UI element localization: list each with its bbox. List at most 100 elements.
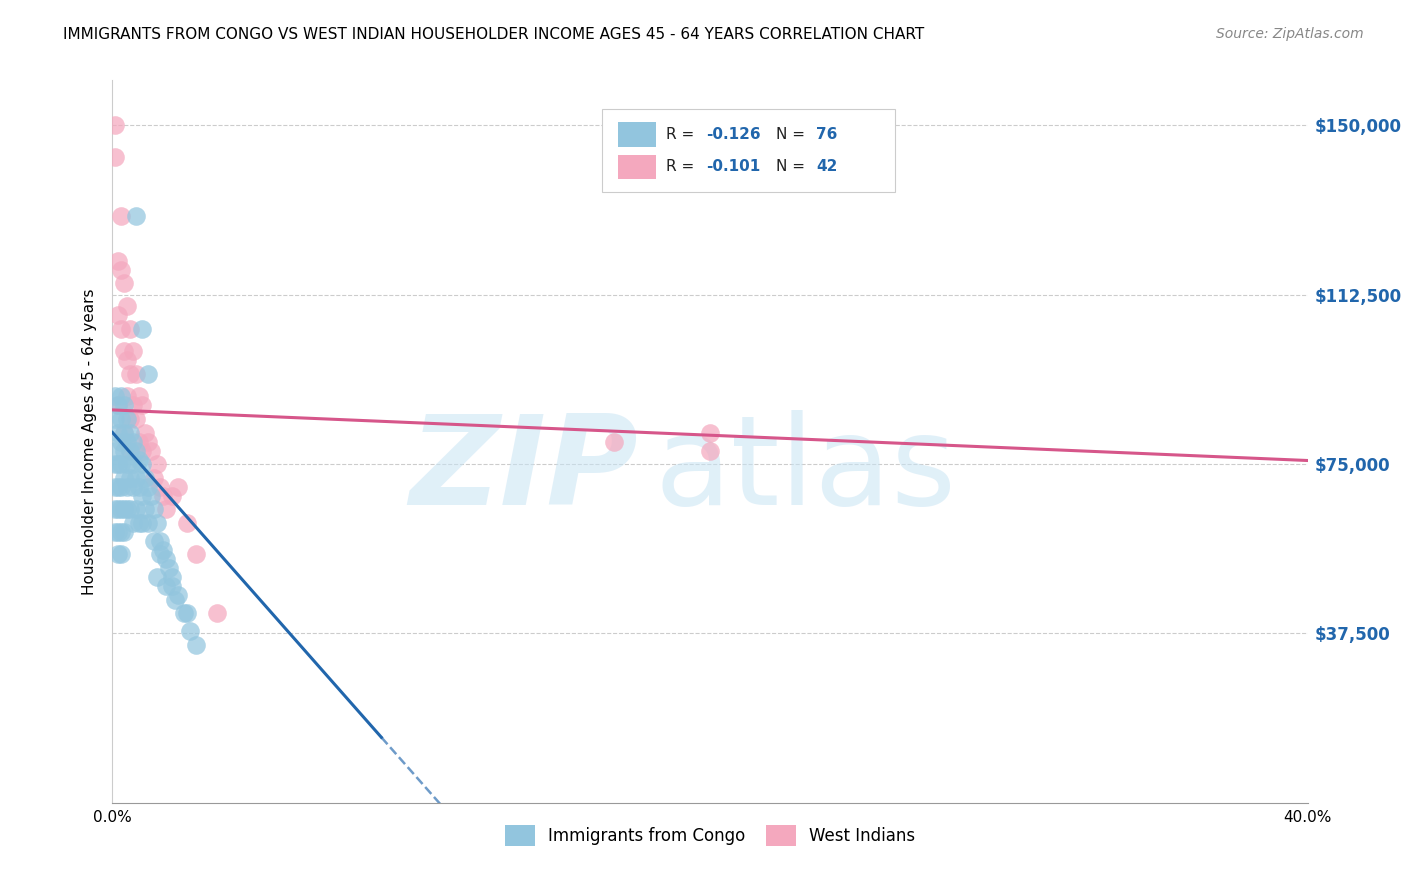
Point	[117, 389, 139, 403]
Point	[167, 480, 190, 494]
Point	[110, 524, 132, 539]
Point	[149, 548, 172, 562]
Point	[120, 443, 142, 458]
Point	[125, 209, 148, 223]
Point	[155, 552, 177, 566]
Point	[122, 516, 145, 530]
Point	[104, 457, 127, 471]
Point	[134, 425, 156, 440]
Point	[157, 561, 180, 575]
Point	[128, 452, 150, 467]
Point	[110, 457, 132, 471]
Point	[117, 480, 139, 494]
Point	[146, 457, 169, 471]
Point	[104, 502, 127, 516]
Point	[141, 489, 163, 503]
Point	[603, 434, 626, 449]
Point	[165, 592, 187, 607]
FancyBboxPatch shape	[619, 154, 657, 179]
Point	[134, 502, 156, 516]
Point	[114, 425, 135, 440]
Point	[117, 434, 139, 449]
Point	[104, 150, 127, 164]
Point	[141, 443, 163, 458]
Text: 42: 42	[817, 160, 838, 175]
Point	[114, 398, 135, 412]
Point	[128, 516, 150, 530]
Text: -0.126: -0.126	[706, 127, 761, 142]
Point	[120, 443, 142, 458]
Point	[173, 606, 195, 620]
Point	[162, 489, 183, 503]
Point	[117, 353, 139, 368]
Point	[167, 588, 190, 602]
Text: R =: R =	[666, 127, 699, 142]
Point	[138, 516, 160, 530]
Point	[107, 457, 129, 471]
Point	[104, 389, 127, 403]
Point	[128, 434, 150, 449]
Point	[104, 443, 127, 458]
Point	[117, 502, 139, 516]
Text: N =: N =	[776, 127, 810, 142]
Point	[107, 308, 129, 322]
Point	[125, 502, 148, 516]
Point	[114, 470, 135, 484]
Point	[120, 425, 142, 440]
Text: R =: R =	[666, 160, 699, 175]
Point	[205, 606, 228, 620]
Point	[120, 470, 142, 484]
Point	[110, 263, 132, 277]
Legend: Immigrants from Congo, West Indians: Immigrants from Congo, West Indians	[498, 819, 922, 852]
Point	[128, 480, 150, 494]
Point	[131, 443, 153, 458]
Text: -0.101: -0.101	[706, 160, 761, 175]
Point	[162, 579, 183, 593]
Point	[134, 470, 156, 484]
Point	[110, 502, 132, 516]
Point	[110, 412, 132, 426]
Point	[110, 434, 132, 449]
Point	[143, 502, 166, 516]
Point	[107, 502, 129, 516]
Point	[128, 389, 150, 403]
Point	[114, 524, 135, 539]
Point	[120, 502, 142, 516]
Point	[104, 119, 127, 133]
Text: 76: 76	[817, 127, 838, 142]
Point	[117, 412, 139, 426]
Point	[107, 548, 129, 562]
Point	[155, 502, 177, 516]
Text: atlas: atlas	[655, 410, 956, 531]
Point	[143, 470, 166, 484]
Point	[107, 398, 129, 412]
Point	[122, 434, 145, 449]
Point	[114, 344, 135, 359]
Point	[110, 480, 132, 494]
Point	[176, 606, 198, 620]
Point	[120, 321, 142, 335]
Point	[131, 489, 153, 503]
Point	[110, 548, 132, 562]
Point	[699, 443, 721, 458]
Point	[104, 412, 127, 426]
Point	[138, 434, 160, 449]
Point	[146, 516, 169, 530]
Point	[114, 277, 135, 291]
Point	[122, 457, 145, 471]
Point	[152, 489, 174, 503]
Point	[122, 398, 145, 412]
Point	[120, 412, 142, 426]
Point	[131, 321, 153, 335]
Text: ZIP: ZIP	[409, 410, 638, 531]
Text: Source: ZipAtlas.com: Source: ZipAtlas.com	[1216, 27, 1364, 41]
Point	[131, 516, 153, 530]
Point	[149, 533, 172, 548]
Point	[114, 443, 135, 458]
Point	[122, 344, 145, 359]
Point	[125, 367, 148, 381]
Point	[110, 209, 132, 223]
Point	[162, 570, 183, 584]
Point	[143, 533, 166, 548]
Point	[186, 638, 208, 652]
